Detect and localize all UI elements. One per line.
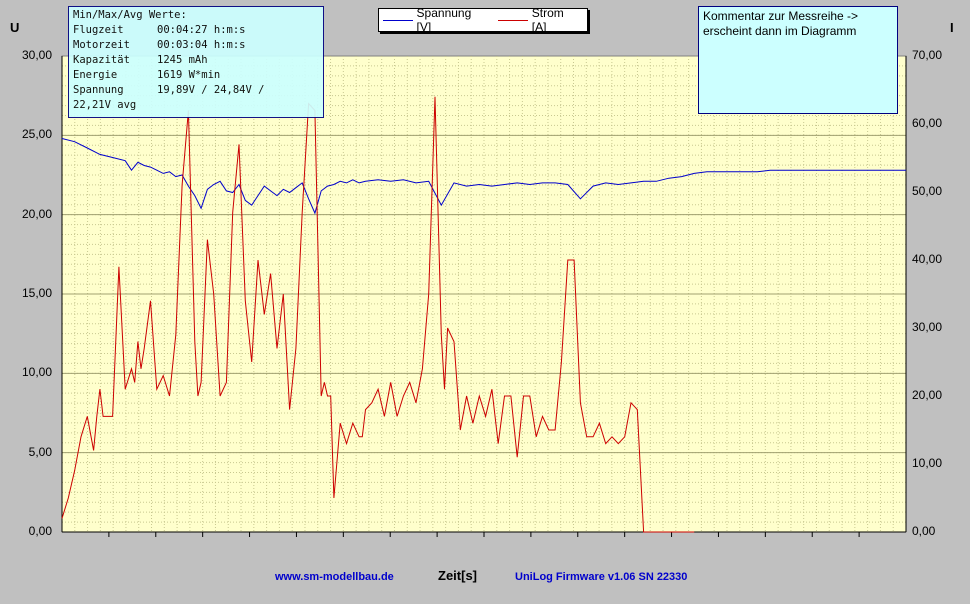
- y-tick-left: 10,00: [21, 365, 52, 380]
- stat-label: Kapazität: [73, 54, 130, 66]
- stat-row-kapazitaet: Kapazität 1245 mAh: [73, 53, 319, 68]
- left-axis-label: U: [10, 20, 20, 35]
- stat-label: Motorzeit: [73, 39, 130, 51]
- y-tick-right: 10,00: [912, 456, 943, 470]
- stat-value: 1245 mAh: [157, 54, 208, 66]
- stat-row-flugzeit: Flugzeit 00:04:27 h:m:s: [73, 23, 319, 38]
- footer-firmware-info: UniLog Firmware v1.06 SN 22330: [515, 571, 688, 583]
- stat-value: 00:03:04 h:m:s: [157, 39, 246, 51]
- y-tick-right: 40,00: [912, 252, 943, 266]
- legend-swatch-spannung: [383, 19, 413, 21]
- stat-value: 00:04:27 h:m:s: [157, 24, 246, 36]
- footer-website-link[interactable]: www.sm-modellbau.de: [275, 571, 394, 583]
- stat-row-energie: Energie 1619 W*min: [73, 68, 319, 83]
- y-tick-left: 15,00: [21, 286, 52, 300]
- legend: Spannung [V] Strom [A]: [378, 6, 588, 34]
- stat-continuation: 22,21V avg: [73, 99, 137, 111]
- legend-label-strom: Strom [A]: [531, 6, 564, 34]
- y-tick-right: 30,00: [912, 320, 943, 334]
- series-layer: [61, 96, 907, 533]
- stat-row-motorzeit: Motorzeit 00:03:04 h:m:s: [73, 38, 319, 53]
- comment-line-1: Kommentar zur Messreihe ->: [703, 9, 859, 23]
- right-axis-label: I: [950, 20, 954, 35]
- y-tick-left: 20,00: [21, 206, 52, 221]
- y-tick-right: 60,00: [912, 116, 943, 130]
- y-tick-right: 70,00: [912, 48, 943, 62]
- legend-item-spannung: Spannung [V]: [383, 6, 488, 34]
- y-tick-left: 0,00: [28, 524, 52, 538]
- stats-box: Min/Max/Avg Werte: Flugzeit 00:04:27 h:m:…: [68, 6, 324, 118]
- legend-label-spannung: Spannung [V]: [416, 6, 472, 34]
- stat-value: 19,89V / 24,84V /: [157, 84, 265, 96]
- comment-box: Kommentar zur Messreihe -> erscheint dan…: [698, 6, 898, 114]
- legend-item-strom: Strom [A]: [498, 6, 581, 34]
- grid: [61, 56, 907, 537]
- legend-swatch-strom: [498, 19, 528, 21]
- stat-label: Spannung: [73, 84, 124, 96]
- y-tick-right: 20,00: [912, 388, 943, 402]
- stats-header: Min/Max/Avg Werte:: [73, 9, 187, 21]
- stat-value: 1619 W*min: [157, 69, 221, 81]
- y-tick-left: 30,00: [21, 48, 52, 62]
- y-tick-right: 0,00: [912, 524, 936, 538]
- y-tick-left: 25,00: [21, 127, 52, 142]
- stat-label: Flugzeit: [73, 24, 124, 36]
- x-axis-label: Zeit[s]: [438, 568, 477, 583]
- y-tick-right: 50,00: [912, 184, 943, 198]
- comment-line-2: erscheint dann im Diagramm: [703, 24, 857, 38]
- y-tick-left: 5,00: [28, 444, 52, 459]
- stat-row-spannung: Spannung 19,89V / 24,84V /: [73, 83, 319, 98]
- stat-label: Energie: [73, 69, 118, 81]
